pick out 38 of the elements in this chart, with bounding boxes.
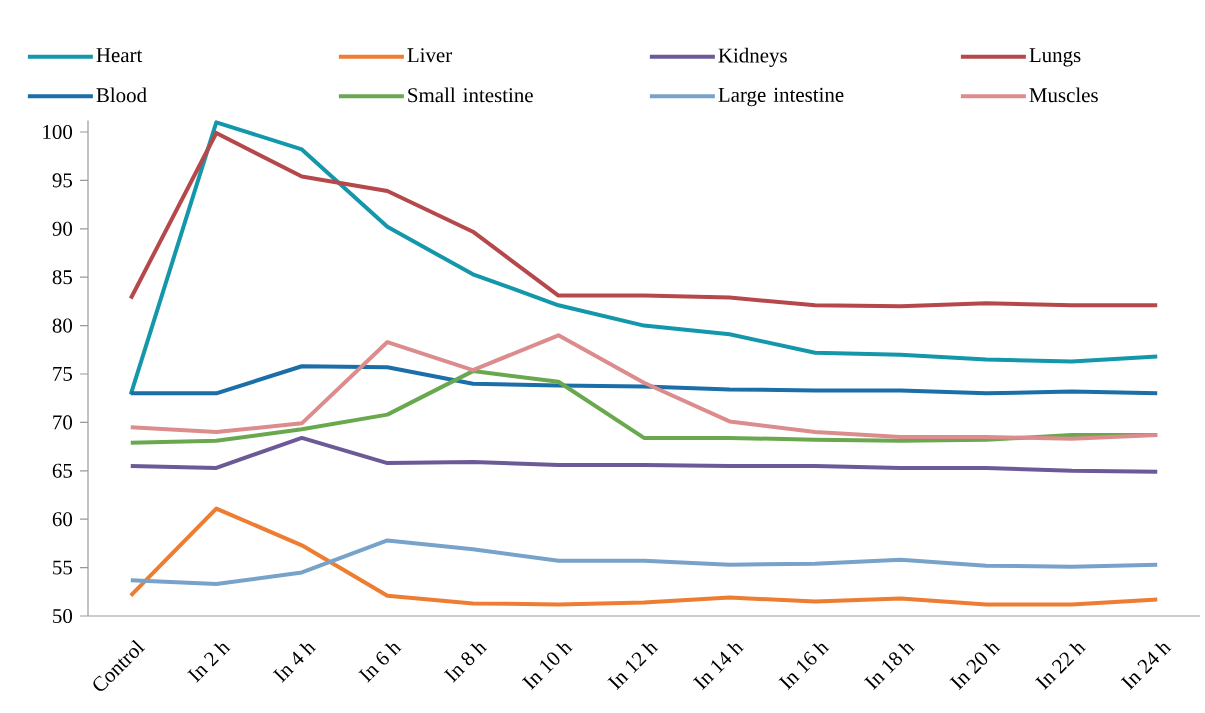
- y-tick-label: 60: [52, 512, 73, 527]
- legend-label: Heart: [96, 48, 143, 63]
- x-tick-label: In 20 h: [949, 643, 1001, 691]
- x-tick-label: In 24 h: [1120, 643, 1172, 691]
- line-series: [128, 538, 1160, 587]
- legend-label: Lungs: [1029, 48, 1081, 67]
- y-tick-label: 50: [53, 608, 73, 624]
- y-tick-label: 90: [52, 221, 73, 236]
- legend-label: Blood: [96, 87, 147, 103]
- line-series: [128, 435, 1160, 474]
- y-tick-label: 80: [52, 318, 73, 333]
- legend-label: Large intestine: [718, 87, 844, 107]
- legend-label: Kidneys: [718, 47, 787, 67]
- y-tick-label: 55: [53, 560, 73, 575]
- legend-label: Small intestine: [408, 87, 533, 103]
- line-series: [128, 120, 1160, 397]
- x-tick-label: In 2 h: [187, 643, 231, 683]
- x-tick-label: In 10 h: [521, 643, 573, 691]
- line-series: [128, 130, 1160, 309]
- x-tick-label: In 6 h: [358, 643, 402, 683]
- x-tick-label: In 12 h: [607, 643, 659, 691]
- x-tick-label: In 16 h: [778, 643, 830, 691]
- y-tick-label: 70: [53, 415, 73, 430]
- x-tick-label: In 4 h: [272, 643, 317, 683]
- line-series: [128, 364, 1160, 396]
- y-tick-label: 85: [52, 270, 73, 285]
- x-tick-label: In 14 h: [692, 643, 744, 691]
- y-tick-label: 100: [43, 124, 73, 140]
- y-tick-label: 75: [53, 367, 73, 381]
- legend-label: Muscles: [1029, 87, 1098, 103]
- x-tick-label: In 8 h: [443, 643, 488, 683]
- line-series: [128, 506, 1160, 607]
- x-tick-label: In 22 h: [1035, 643, 1087, 691]
- legend-label: Liver: [407, 48, 453, 63]
- y-tick-label: 65: [52, 463, 73, 478]
- line-series: [128, 333, 1160, 441]
- x-tick-label: In 18 h: [864, 643, 915, 691]
- y-tick-label: 95: [52, 173, 73, 188]
